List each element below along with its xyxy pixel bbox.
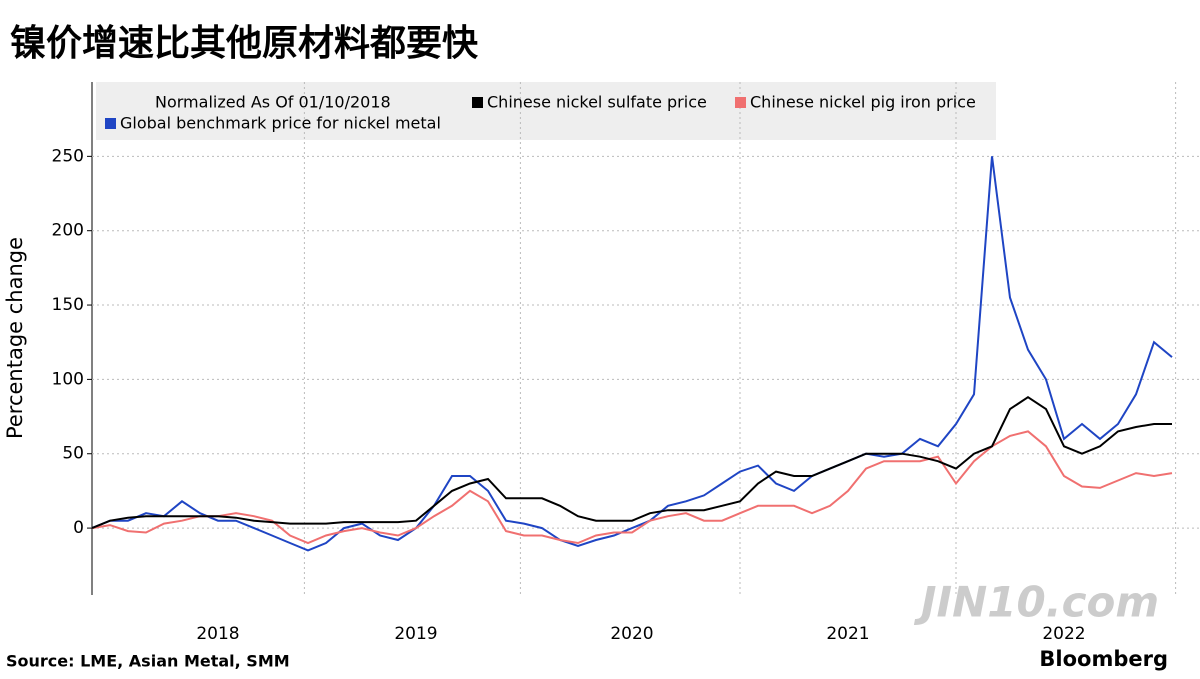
y-tick-label: 100 (52, 369, 84, 389)
legend-label: Chinese nickel sulfate price (487, 93, 707, 112)
watermark: JIN10.com (914, 578, 1159, 627)
source: Source: LME, Asian Metal, SMM (6, 652, 290, 671)
legend-label: Global benchmark price for nickel metal (120, 114, 441, 133)
x-tick-label: 2022 (1042, 624, 1085, 644)
series-line (91, 430, 1173, 545)
series-line (91, 396, 1172, 530)
legend-swatch (472, 97, 483, 108)
y-tick-label: 200 (52, 221, 84, 241)
y-tick-label: 50 (62, 444, 84, 464)
y-tick-label: 150 (52, 295, 84, 315)
x-tick-label: 2019 (394, 624, 437, 644)
series-line (91, 156, 1173, 552)
legend-label: Chinese nickel pig iron price (750, 93, 976, 112)
y-tick-label: 250 (52, 146, 84, 166)
legend-swatch (105, 118, 116, 129)
legend-swatch (735, 97, 746, 108)
legend-box (96, 82, 996, 140)
brand: Bloomberg (1039, 647, 1168, 671)
chart-title: 镍价增速比其他原材料都要快 (10, 23, 479, 64)
y-tick-label: 0 (73, 518, 84, 538)
x-tick-label: 2018 (196, 624, 239, 644)
x-tick-label: 2021 (826, 624, 869, 644)
x-tick-label: 2020 (610, 624, 653, 644)
legend-title: Normalized As Of 01/10/2018 (155, 93, 391, 112)
y-axis-label: Percentage change (3, 237, 27, 439)
